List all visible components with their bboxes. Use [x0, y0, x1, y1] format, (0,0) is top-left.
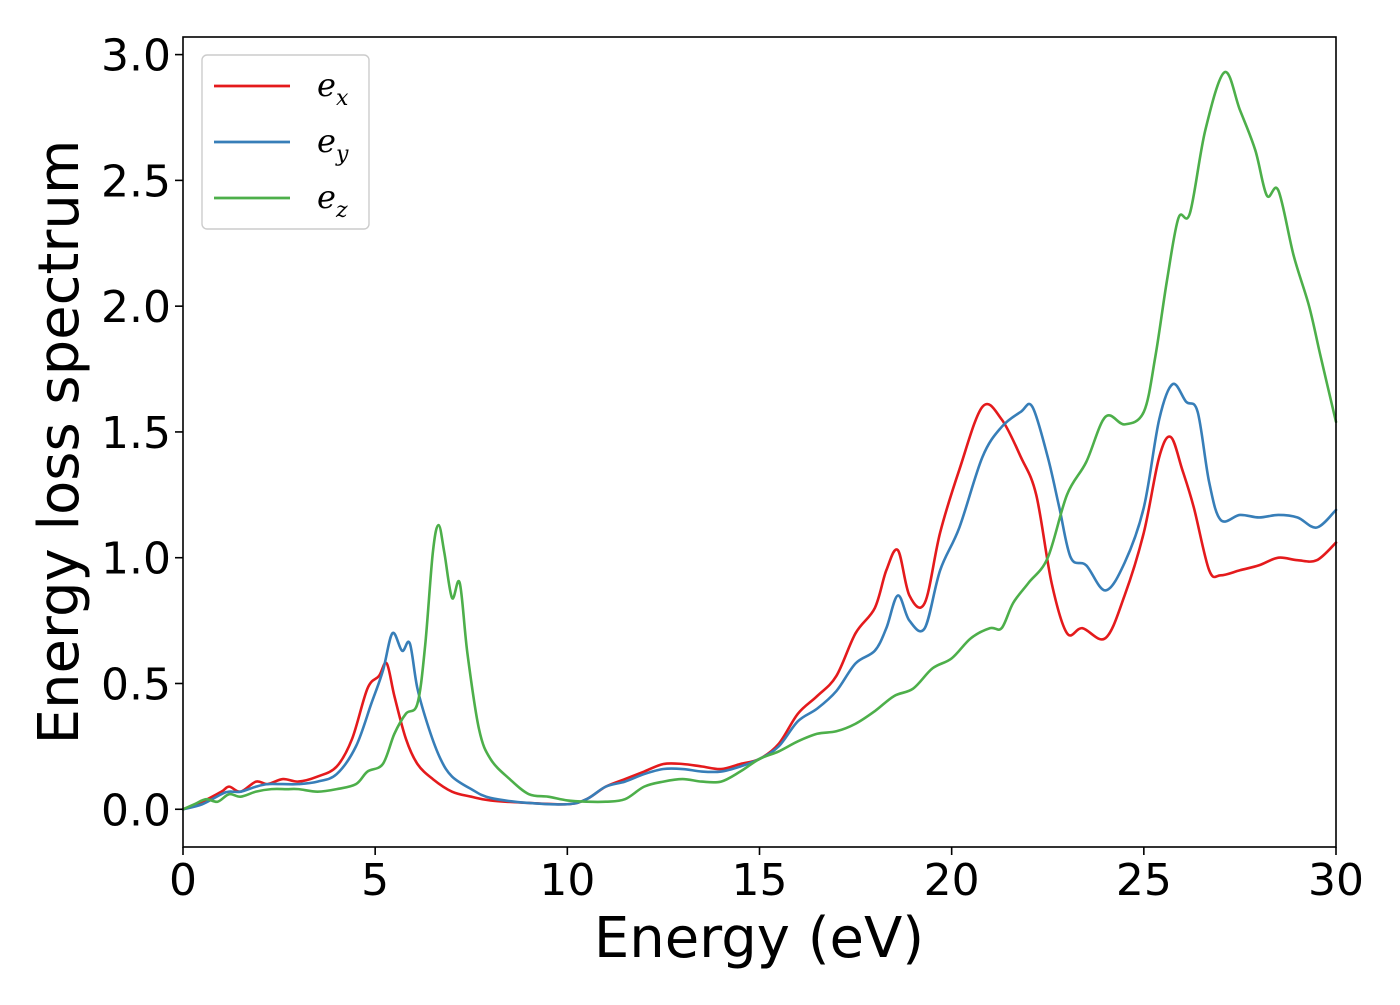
y-tick-label: 1.0 — [101, 534, 171, 585]
x-tick-label: 20 — [924, 855, 980, 906]
y-axis-title: Energy loss spectrum — [27, 140, 92, 745]
y-tick-label: 0.0 — [101, 785, 171, 836]
x-tick-label: 0 — [169, 855, 197, 906]
y-tick-label: 2.0 — [101, 282, 171, 333]
y-tick-label: 1.5 — [101, 408, 171, 459]
series-line-x — [181, 402, 1338, 811]
series-layer — [181, 70, 1338, 811]
x-tick-label: 15 — [732, 855, 788, 906]
y-axis-ticks: 0.0 0.5 1.0 1.5 2.0 2.5 3.0 — [101, 31, 183, 836]
x-tick-label: 10 — [539, 855, 595, 906]
x-tick-label: 5 — [361, 855, 389, 906]
x-axis-title: Energy (eV) — [594, 906, 924, 971]
legend-label-z: ez — [317, 178, 348, 223]
y-tick-label: 3.0 — [101, 31, 171, 82]
series-line-z — [181, 70, 1338, 811]
y-tick-label: 2.5 — [101, 156, 171, 207]
y-tick-label: 0.5 — [101, 659, 171, 710]
x-tick-label: 30 — [1308, 855, 1364, 906]
series-line-y — [181, 382, 1338, 811]
x-tick-label: 25 — [1116, 855, 1172, 906]
x-axis-ticks: 0 5 10 15 20 25 30 — [169, 847, 1364, 906]
